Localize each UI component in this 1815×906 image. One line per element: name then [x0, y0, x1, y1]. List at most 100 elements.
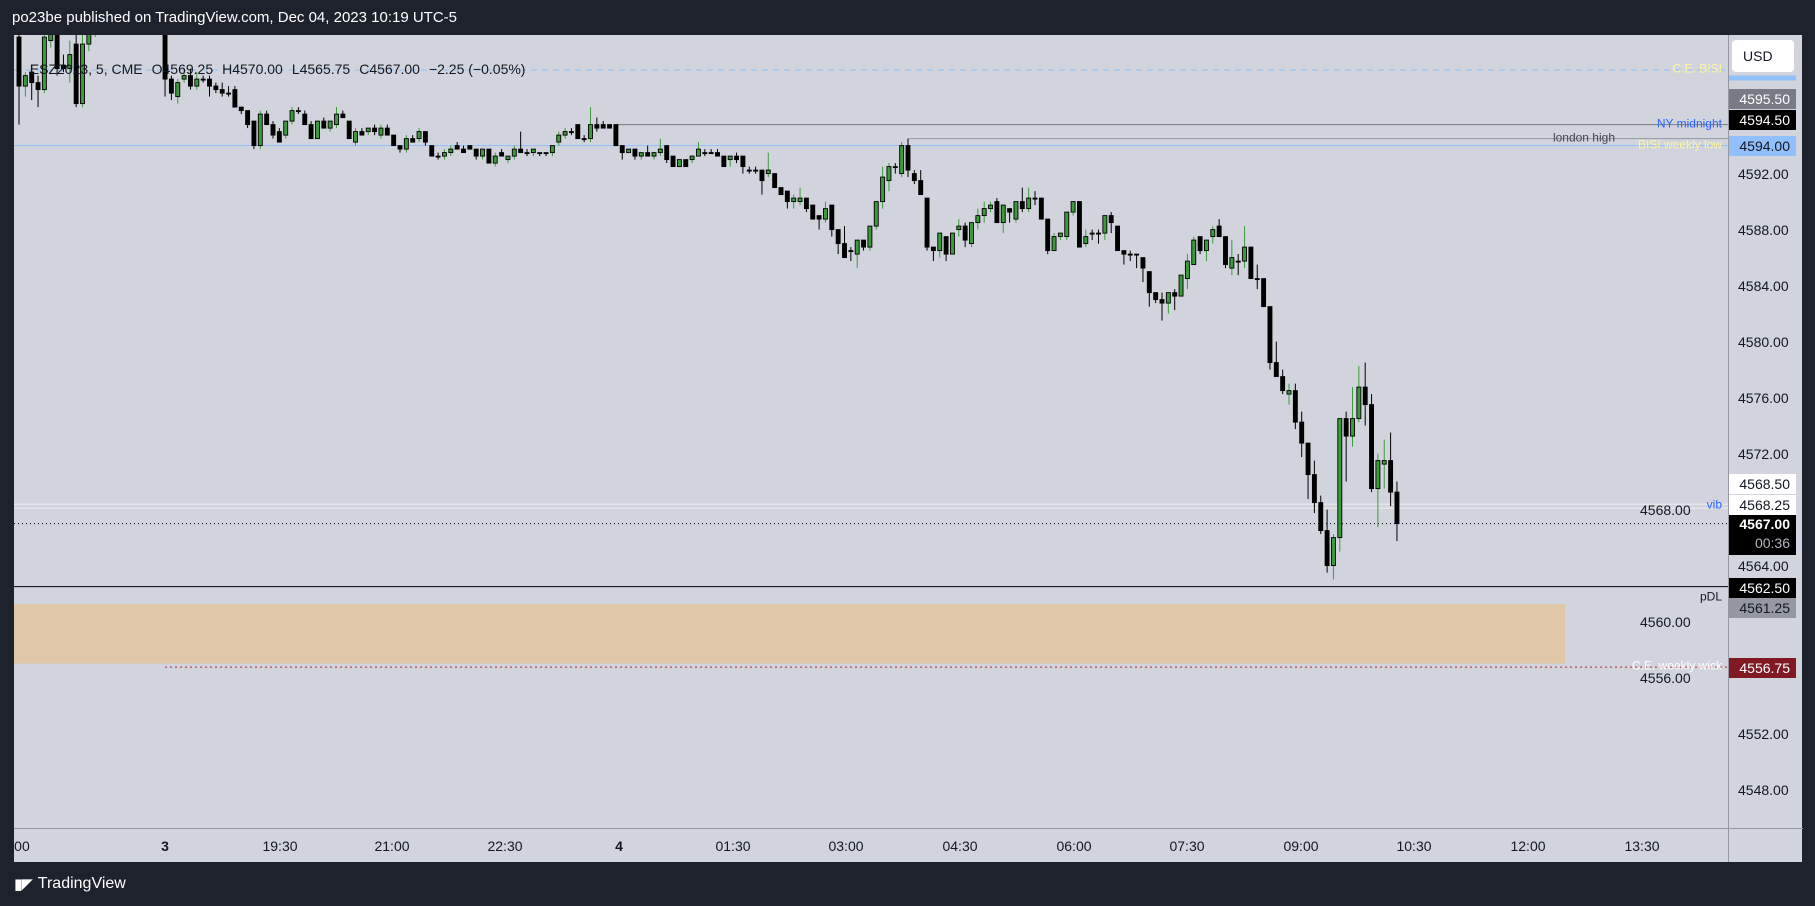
candle-body: [213, 85, 219, 91]
candle: [1235, 254, 1241, 276]
candle-body: [181, 75, 187, 80]
candle-body: [569, 131, 574, 134]
candle: [276, 128, 282, 143]
candle: [1299, 411, 1305, 458]
candle-body: [283, 120, 289, 136]
candle-body: [86, 35, 92, 45]
candle: [1038, 197, 1044, 220]
time-axis[interactable]: [14, 828, 1728, 863]
time-tick-label: 04:30: [942, 838, 978, 854]
candle: [918, 170, 924, 196]
candle: [1197, 236, 1203, 255]
candle-body: [276, 131, 282, 143]
candle: [175, 79, 181, 104]
candle: [835, 229, 841, 255]
candle: [581, 135, 587, 143]
candle-body: [365, 127, 371, 133]
candle: [1216, 219, 1222, 238]
candle: [1153, 292, 1159, 304]
candle: [289, 107, 295, 125]
candle-body: [67, 54, 73, 70]
candle-body: [765, 169, 771, 175]
candle-body: [950, 232, 955, 255]
candle: [238, 106, 244, 115]
candle-body: [1229, 257, 1235, 269]
candle-body: [518, 148, 524, 154]
candle-body: [1318, 502, 1324, 532]
candle: [1096, 229, 1101, 244]
candle: [905, 138, 911, 178]
candle: [969, 222, 974, 248]
candle: [784, 190, 790, 209]
candle-body: [295, 110, 301, 113]
candle: [861, 239, 866, 251]
candle-body: [721, 155, 727, 168]
candle: [1146, 271, 1152, 307]
candle: [194, 72, 200, 90]
candle: [270, 121, 276, 139]
candle-body: [645, 152, 651, 157]
candle-body: [803, 197, 809, 210]
candle-body: [511, 148, 517, 157]
currency-button[interactable]: USD: [1732, 40, 1794, 72]
candle: [803, 197, 809, 213]
candle-body: [1248, 246, 1254, 280]
legend-symbol[interactable]: ESZ2023, 5, CME: [29, 61, 143, 77]
candle: [937, 232, 943, 258]
candle: [1324, 509, 1330, 573]
candle: [981, 201, 987, 223]
time-tick-label: :00: [10, 838, 30, 854]
time-tick-label: 03:00: [828, 838, 864, 854]
candle-body: [1172, 292, 1178, 297]
candle: [22, 72, 28, 97]
time-tick-label: 13:30: [1624, 838, 1660, 854]
candle-body: [746, 169, 752, 172]
candle-body: [112, 0, 116, 6]
candle-body: [1324, 530, 1330, 567]
candle: [162, 35, 168, 97]
candle: [264, 110, 270, 126]
symbol-legend[interactable]: ESZ2023, 5, CME O4569.25 H4570.00 L4565.75 C…: [22, 45, 534, 77]
candle-body: [73, 43, 79, 105]
candle: [1311, 460, 1317, 514]
candle-body: [1057, 232, 1063, 238]
price-tick-label: 4580.00: [1738, 333, 1789, 350]
candle: [473, 148, 479, 160]
price-axis[interactable]: [1728, 35, 1803, 828]
candle: [518, 131, 524, 154]
ce-weekly-wick-label: C.E. weekly wick: [1631, 658, 1722, 673]
candle-body: [48, 35, 54, 42]
candle-body: [1292, 390, 1298, 423]
candle-body: [1299, 421, 1305, 444]
candle-body: [22, 75, 28, 87]
tradingview-logo[interactable]: ▮◤ TradingView: [14, 875, 126, 893]
supply-demand-zone[interactable]: [14, 604, 1565, 664]
candle-body: [797, 197, 803, 203]
candle-body: [1121, 250, 1127, 255]
candle: [651, 152, 657, 160]
price-tick-label: 4572.00: [1738, 445, 1789, 462]
price-tick-label: 4560.00: [1640, 613, 1691, 630]
candle: [562, 128, 568, 139]
candle-body: [994, 201, 1000, 224]
candle-body: [848, 250, 854, 253]
candle: [1280, 369, 1286, 395]
candle: [1102, 215, 1108, 241]
candle: [403, 135, 409, 153]
candle: [86, 35, 92, 52]
candle: [524, 149, 530, 157]
candle: [1292, 383, 1298, 430]
candle-body: [41, 36, 47, 91]
axis-corner: [1728, 828, 1803, 863]
candle: [359, 128, 365, 136]
candle-body: [1375, 460, 1381, 490]
candle: [213, 82, 219, 94]
candle: [962, 222, 968, 248]
candle-body: [162, 35, 168, 80]
candle: [94, 35, 96, 38]
candle: [740, 155, 746, 174]
candle: [1261, 278, 1267, 308]
candle-body: [607, 124, 612, 129]
candle: [1140, 257, 1146, 283]
